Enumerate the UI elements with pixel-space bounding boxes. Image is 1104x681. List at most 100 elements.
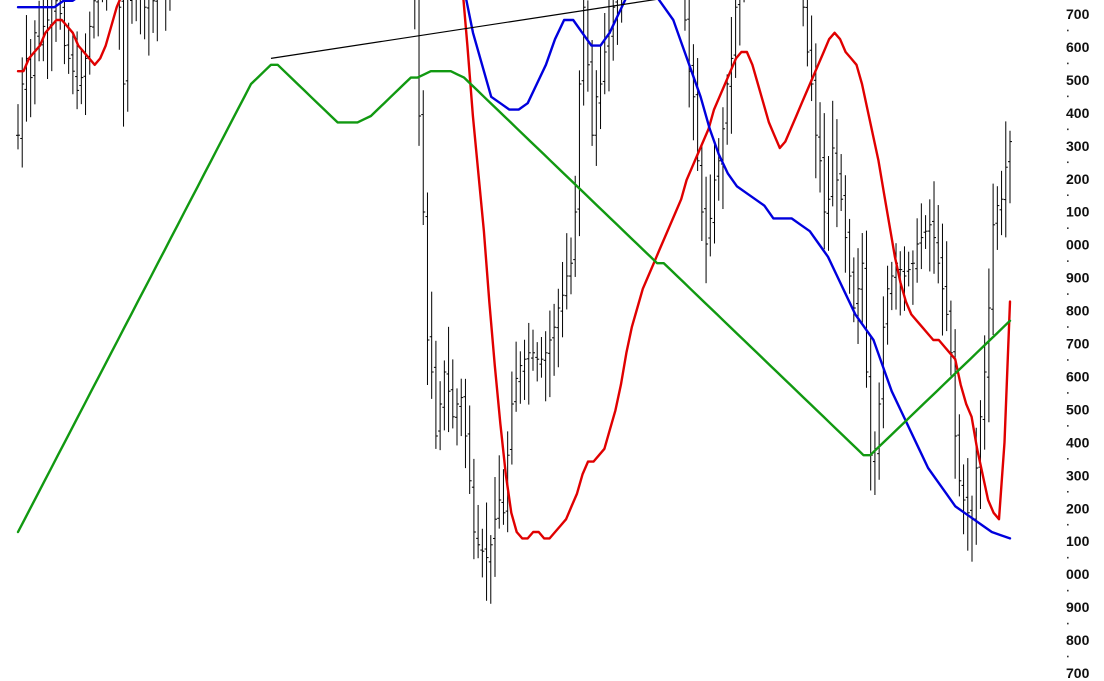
price-bar: [543, 331, 548, 402]
price-bar: [45, 0, 50, 80]
price-bar: [522, 339, 527, 400]
price-bar: [564, 233, 569, 310]
price-bar: [885, 265, 890, 345]
price-bar: [463, 378, 468, 469]
resistance-trendline: [270, 0, 657, 59]
price-bar: [83, 33, 88, 116]
price-bar: [813, 43, 818, 179]
price-bar: [32, 20, 37, 105]
price-bar: [1008, 130, 1012, 204]
price-bar: [484, 502, 489, 601]
y-minor-tick: [1067, 161, 1069, 164]
price-bar: [708, 174, 713, 257]
price-bar: [169, 0, 171, 11]
price-bar: [101, 0, 103, 3]
price-bar: [915, 218, 920, 283]
y-tick-label: 300: [1066, 467, 1090, 483]
price-bar: [429, 291, 434, 399]
price-bar: [144, 0, 147, 40]
price-bar: [425, 192, 430, 386]
price-bar: [881, 296, 886, 429]
price-bar: [953, 329, 958, 479]
series-line-2: [16, 0, 1012, 540]
y-minor-tick: [1067, 95, 1069, 98]
y-tick-label: 400: [1066, 105, 1090, 121]
y-tick-label: 900: [1066, 599, 1090, 615]
y-minor-tick: [1067, 359, 1069, 361]
price-bar: [480, 528, 485, 578]
price-bar: [535, 342, 540, 382]
y-minor-tick: [1067, 62, 1069, 65]
price-bar: [560, 261, 565, 338]
price-bar: [573, 175, 578, 277]
y-minor-tick: [1067, 194, 1069, 197]
y-tick-label: 000: [1066, 237, 1090, 253]
y-tick-label: 600: [1066, 39, 1090, 55]
price-bar: [493, 477, 498, 577]
price-bar: [699, 143, 704, 241]
y-minor-tick: [1067, 392, 1069, 394]
price-bar: [687, 0, 692, 108]
price-bar: [805, 0, 810, 67]
y-tick-label: 100: [1066, 204, 1090, 220]
price-bar: [87, 11, 92, 75]
price-bar: [459, 378, 464, 437]
y-tick-label: 200: [1066, 500, 1090, 516]
price-bar: [509, 371, 514, 465]
price-bar: [442, 360, 447, 431]
price-bar: [79, 49, 84, 105]
price-bar: [118, 0, 122, 50]
price-bar: [450, 359, 455, 429]
price-bar: [91, 0, 96, 39]
price-bar: [501, 469, 506, 525]
price-bar: [577, 70, 582, 237]
y-tick-label: 500: [1066, 72, 1090, 88]
price-bar: [467, 405, 472, 494]
price-bar: [927, 199, 932, 272]
y-tick-label: 700: [1066, 665, 1090, 681]
price-bar: [995, 186, 1000, 250]
y-axis: 700 600 500 400 300 200 100 000 900 800 700 600 500 4…: [1066, 6, 1090, 681]
price-bar: [830, 100, 835, 207]
price-bar: [41, 0, 46, 62]
price-bar: [135, 0, 137, 22]
price-bar: [936, 205, 941, 284]
y-tick-label: 700: [1066, 6, 1090, 22]
price-bar: [868, 335, 873, 491]
price-bar: [889, 261, 894, 311]
price-bar: [847, 218, 852, 294]
price-bar: [530, 329, 535, 371]
price-bar: [999, 170, 1004, 236]
price-bar: [923, 215, 928, 249]
price-bar: [822, 113, 827, 250]
price-bar: [843, 175, 848, 273]
price-bar: [590, 40, 595, 146]
price-bar: [28, 39, 33, 118]
price-bar: [62, 0, 67, 65]
price-bar: [594, 70, 599, 166]
price-bar: [49, 0, 54, 72]
price-bar: [16, 104, 20, 150]
price-bar: [712, 144, 717, 244]
price-bar: [965, 458, 970, 551]
price-bar: [615, 0, 618, 45]
price-bar: [146, 0, 150, 56]
price-bar: [598, 44, 603, 130]
price-bar: [488, 535, 493, 604]
trendline: [270, 0, 657, 59]
y-minor-tick: [1067, 589, 1069, 592]
price-bar: [121, 0, 126, 127]
price-bar: [826, 156, 831, 251]
price-bar: [125, 0, 129, 112]
price-bar: [414, 0, 416, 30]
price-bar: [872, 431, 877, 495]
price-bar: [129, 0, 133, 24]
y-minor-tick: [1067, 326, 1069, 328]
price-bar: [834, 119, 839, 228]
y-minor-tick: [1067, 458, 1069, 460]
price-bar: [585, 0, 590, 92]
price-bar: [982, 335, 987, 450]
price-bar: [932, 181, 937, 274]
price-bar: [70, 31, 75, 95]
y-minor-tick: [1067, 655, 1069, 658]
